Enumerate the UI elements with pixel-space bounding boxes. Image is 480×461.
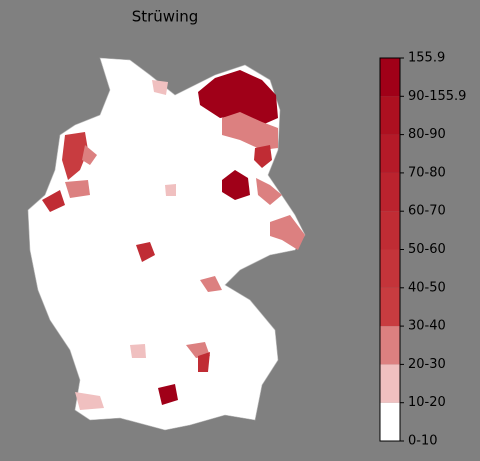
germany-map <box>27 57 306 431</box>
region <box>222 112 278 150</box>
colorbar-label: 0-10 <box>408 434 438 449</box>
region <box>82 145 97 165</box>
region <box>270 215 305 250</box>
colorbar-label: 60-70 <box>408 204 446 219</box>
colorbar-segment <box>380 58 400 97</box>
region <box>222 170 250 200</box>
colorbar-label: 20-30 <box>408 357 446 372</box>
colorbar-segment <box>380 402 400 441</box>
region <box>256 178 282 205</box>
colorbar-label: 10-20 <box>408 395 446 410</box>
region <box>198 70 278 125</box>
region <box>62 132 88 180</box>
map-title: Strüwing <box>132 8 199 26</box>
colorbar-label: 40-50 <box>408 280 446 295</box>
region <box>65 180 90 198</box>
colorbar-segment <box>380 364 400 403</box>
colorbar-segment <box>380 249 400 288</box>
region <box>130 344 146 358</box>
colorbar-segment <box>380 96 400 135</box>
colorbar-label: 90-155.9 <box>408 89 466 104</box>
colorbar: 0-10 10-20 20-30 30-40 40-50 50-60 60-70 70-80 8… <box>379 51 466 449</box>
colorbar-label: 50-60 <box>408 242 446 257</box>
region <box>136 242 155 262</box>
colorbar-label: 155.9 <box>408 51 445 66</box>
region <box>42 190 65 212</box>
colorbar-segment <box>380 287 400 327</box>
colorbar-segment <box>380 326 400 365</box>
region <box>200 276 222 292</box>
region <box>198 352 210 372</box>
colorbar-label: 70-80 <box>408 165 446 180</box>
region <box>165 184 176 196</box>
region <box>254 145 272 168</box>
colorbar-segment <box>380 211 400 250</box>
colorbar-segment <box>380 134 400 173</box>
colorbar-segment <box>380 172 400 212</box>
region <box>158 384 178 405</box>
region <box>75 392 104 410</box>
country-outline <box>27 57 306 431</box>
colorbar-label: 80-90 <box>408 127 446 142</box>
colorbar-label: 30-40 <box>408 319 446 334</box>
region <box>152 80 168 95</box>
